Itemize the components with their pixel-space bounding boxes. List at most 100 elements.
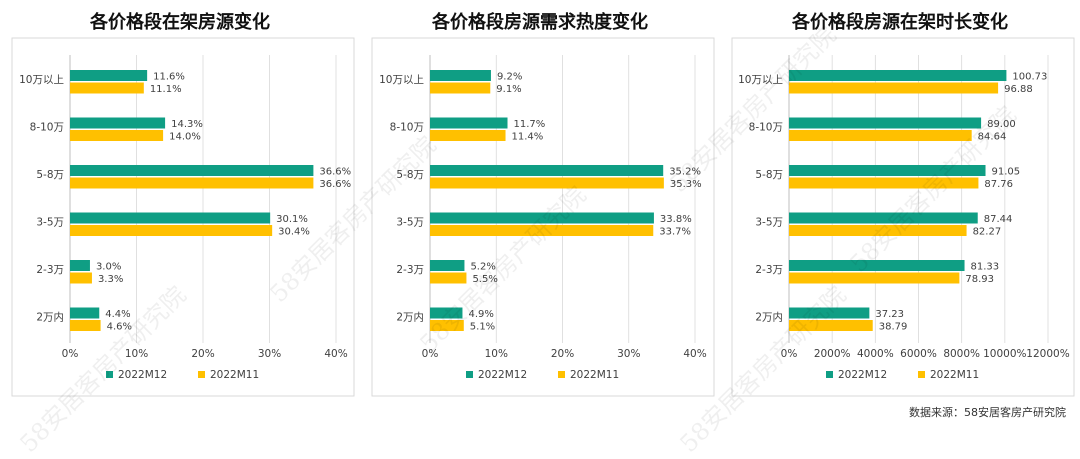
data-label: 38.79 (879, 322, 908, 333)
data-label: 30.4% (278, 227, 310, 238)
chart-listing-change: 各价格段在架房源变化 0% 10% 20% 30% 40% 10万以上 11.6% 11.1%… (0, 0, 360, 400)
bar-2022M12 (789, 117, 982, 129)
data-label: 96.88 (1004, 84, 1033, 95)
bar-2022M12 (430, 165, 664, 176)
bar-2022M11 (789, 225, 967, 236)
bar-2022M11 (430, 177, 664, 189)
y-tick-label: 8-10万 (749, 122, 783, 134)
y-tick-label: 10万以上 (19, 74, 64, 86)
y-tick-label: 8-10万 (390, 122, 424, 134)
data-label: 4.9% (468, 309, 493, 320)
legend-swatch (826, 371, 833, 378)
bar-2022M11 (430, 320, 464, 331)
y-tick-label: 10万以上 (379, 74, 424, 86)
bar-2022M12 (70, 117, 166, 129)
x-tick-label: 12000% (1026, 348, 1069, 360)
data-label: 33.7% (659, 227, 691, 238)
y-tick-label: 10万以上 (738, 74, 783, 86)
data-label: 3.3% (98, 274, 123, 285)
x-tick-label: 0% (781, 348, 798, 360)
bar-2022M11 (789, 130, 972, 141)
bar-2022M12 (430, 212, 654, 224)
chart-title: 各价格段房源需求热度变化 (432, 12, 648, 33)
bar-2022M11 (70, 177, 314, 189)
data-label: 11.7% (514, 119, 546, 130)
data-label: 3.0% (96, 262, 121, 273)
legend-label: 2022M12 (478, 369, 527, 381)
x-tick-label: 20% (551, 348, 574, 360)
bar-2022M12 (789, 70, 1007, 81)
chart-title: 各价格段房源在架时长变化 (792, 12, 1008, 33)
bar-2022M12 (789, 212, 978, 224)
bar-2022M12 (430, 70, 491, 81)
y-tick-label: 2-3万 (36, 264, 64, 276)
legend-swatch (198, 371, 205, 378)
data-label: 36.6% (319, 167, 351, 178)
data-label: 36.6% (319, 179, 351, 190)
y-tick-label: 3-5万 (755, 217, 783, 229)
bar-2022M11 (789, 320, 873, 331)
bar-2022M12 (789, 307, 870, 319)
bar-2022M12 (70, 70, 148, 81)
x-tick-label: 4000% (857, 348, 894, 360)
legend-swatch (918, 371, 925, 378)
data-label: 4.6% (107, 322, 132, 333)
data-label: 9.2% (497, 72, 522, 83)
bar-2022M12 (70, 307, 100, 319)
data-label: 11.1% (150, 84, 182, 95)
data-label: 35.3% (670, 179, 702, 190)
data-label: 81.33 (971, 262, 1000, 273)
data-label: 11.4% (512, 132, 544, 143)
x-tick-label: 40% (683, 348, 706, 360)
x-tick-label: 30% (258, 348, 281, 360)
y-tick-label: 8-10万 (30, 122, 64, 134)
data-label: 78.93 (965, 274, 994, 285)
chart-svg: 0% 2000% 4000% 6000% 8000% 10000% 12000% 10万以上 1… (731, 37, 1075, 397)
bar-2022M12 (70, 260, 90, 271)
legend-swatch (558, 371, 565, 378)
y-tick-label: 5-8万 (396, 169, 424, 181)
bar-2022M12 (430, 117, 508, 129)
data-label: 87.44 (984, 214, 1013, 225)
chart-svg: 0% 10% 20% 30% 40% 10万以上 11.6%11.1% 8-10万 14.3% 1… (11, 37, 355, 397)
bar-2022M12 (430, 307, 463, 319)
legend-label: 2022M11 (930, 369, 979, 381)
bar-2022M11 (70, 272, 92, 284)
data-label: 9.1% (496, 84, 521, 95)
bar-2022M12 (70, 165, 314, 176)
data-label: 30.1% (276, 214, 308, 225)
legend-label: 2022M12 (118, 369, 167, 381)
legend-swatch (106, 371, 113, 378)
data-label: 5.2% (470, 262, 495, 273)
data-label: 4.4% (105, 309, 130, 320)
bar-2022M12 (789, 165, 986, 176)
data-label: 91.05 (992, 167, 1021, 178)
data-label: 82.27 (973, 227, 1002, 238)
chart-demand-heat-change: 各价格段房源需求热度变化 0% 10% 20% 30% 40% 10万以上 9.2% 9.1%… (360, 0, 720, 400)
x-tick-label: 10% (125, 348, 148, 360)
bar-2022M12 (430, 260, 465, 271)
data-label: 11.6% (153, 72, 185, 83)
data-label: 14.3% (171, 119, 203, 130)
y-tick-label: 5-8万 (36, 169, 64, 181)
y-tick-label: 3-5万 (396, 217, 424, 229)
y-tick-label: 2万内 (396, 311, 424, 324)
y-tick-label: 2万内 (36, 311, 64, 324)
x-tick-label: 0% (422, 348, 439, 360)
bar-2022M11 (789, 177, 979, 189)
x-tick-label: 2000% (814, 348, 851, 360)
chart-listing-duration-change: 各价格段房源在架时长变化 0% 2000% 4000% 6000% 8000% 10000… (720, 0, 1080, 400)
data-label: 89.00 (987, 119, 1016, 130)
data-source: 数据来源：58安居客房产研究院 (909, 406, 1066, 419)
x-tick-label: 0% (62, 348, 79, 360)
bar-2022M12 (789, 260, 965, 271)
x-tick-label: 20% (191, 348, 214, 360)
data-label: 84.64 (978, 132, 1007, 143)
bar-2022M11 (430, 82, 491, 94)
bar-2022M11 (70, 225, 273, 236)
x-tick-label: 10000% (983, 348, 1026, 360)
y-tick-label: 2-3万 (755, 264, 783, 276)
legend-label: 2022M11 (210, 369, 259, 381)
chart-svg: 0% 10% 20% 30% 40% 10万以上 9.2%9.1% 8-10万 11.7% 11.… (371, 37, 715, 397)
bar-2022M11 (70, 82, 144, 94)
